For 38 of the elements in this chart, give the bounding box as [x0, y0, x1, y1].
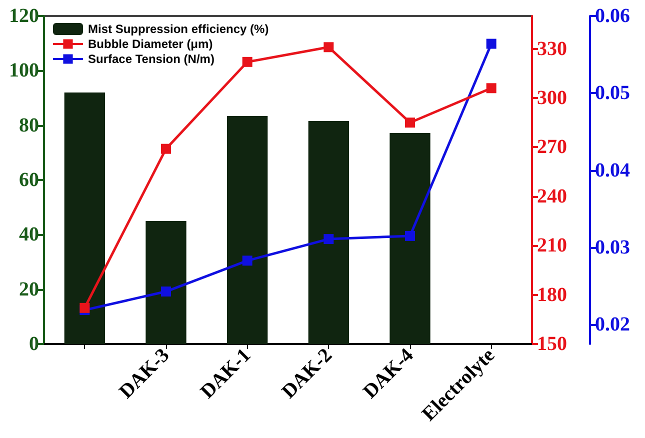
y-tick-label: 60: [19, 169, 39, 191]
y2-tick-label: 270: [537, 136, 567, 158]
bar: [146, 221, 186, 344]
point: [324, 234, 334, 244]
y-tick-label: 20: [19, 278, 39, 300]
point: [486, 38, 496, 49]
point: [405, 230, 415, 241]
legend-label: Mist Suppression efficiency (%): [88, 22, 269, 36]
point: [161, 286, 171, 297]
point: [405, 118, 415, 128]
y3-tick-label: 0.05: [595, 82, 630, 104]
point: [486, 83, 496, 94]
point: [324, 42, 334, 52]
y-tick-label: 100: [9, 60, 39, 82]
y2-tick-label: 330: [537, 38, 567, 60]
y2-tick-label: 150: [537, 333, 567, 355]
legend-label: Bubble Diameter (μm): [88, 37, 213, 51]
y2-tick-label: 210: [537, 234, 567, 257]
bar: [64, 92, 105, 344]
y-tick-label: 120: [9, 5, 39, 27]
point: [242, 256, 252, 266]
point: [161, 144, 171, 154]
y2-tick-label: 300: [537, 87, 567, 109]
y-tick-label: 0: [29, 333, 39, 355]
bar: [390, 132, 430, 344]
y-tick-label: 80: [19, 114, 39, 136]
legend-label: Surface Tension (N/m): [88, 52, 214, 66]
y3-tick-label: 0.06: [595, 5, 630, 27]
bar: [308, 120, 349, 344]
y-tick-label: 40: [19, 224, 39, 246]
y3-tick-label: 0.03: [595, 236, 630, 259]
y2-tick-label: 180: [537, 284, 567, 306]
point: [80, 302, 90, 313]
y2-tick-label: 240: [537, 185, 567, 208]
y3-tick-label: 0.02: [595, 314, 630, 336]
bar: [227, 116, 268, 344]
point: [242, 56, 252, 67]
y3-tick-label: 0.04: [595, 159, 630, 182]
